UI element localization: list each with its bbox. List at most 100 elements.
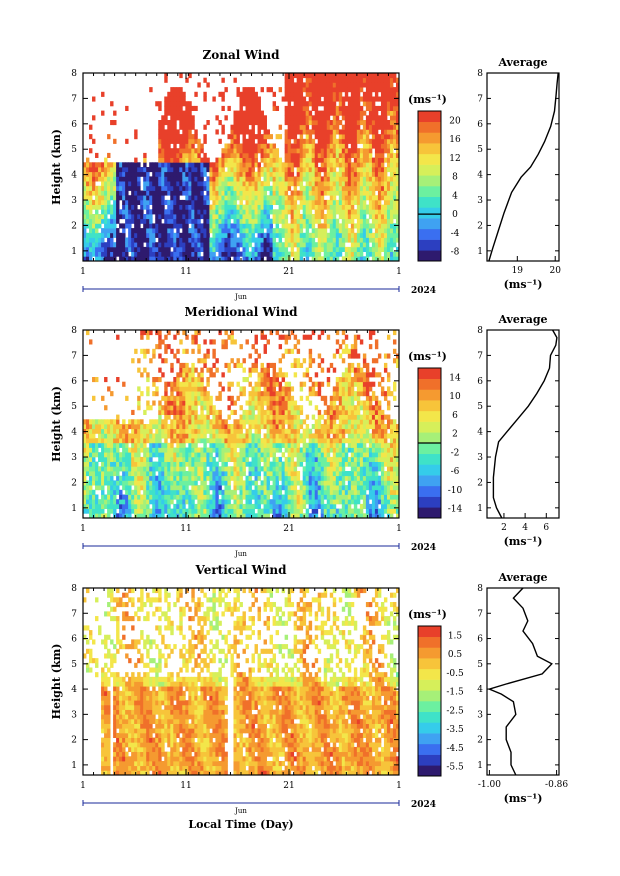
heatmap-cell bbox=[308, 152, 313, 158]
heatmap-cell bbox=[254, 195, 258, 201]
heatmap-cell bbox=[89, 433, 93, 439]
heatmap-cell bbox=[173, 218, 177, 224]
heatmap-cell bbox=[311, 251, 316, 257]
heatmap-cell bbox=[221, 237, 225, 243]
heatmap-cell bbox=[200, 428, 204, 434]
heatmap-cell bbox=[269, 433, 273, 439]
heatmap-cell bbox=[221, 372, 225, 378]
heatmap-cell bbox=[206, 447, 210, 453]
heatmap-cell bbox=[137, 256, 141, 262]
heatmap-cell bbox=[95, 228, 99, 234]
heatmap-cell bbox=[245, 419, 249, 425]
heatmap-cell bbox=[197, 400, 201, 406]
heatmap-cell bbox=[359, 110, 364, 116]
heatmap-cell bbox=[329, 129, 334, 135]
heatmap-cell bbox=[380, 162, 385, 168]
heatmap-cell bbox=[131, 214, 135, 220]
heatmap-cell bbox=[317, 82, 322, 88]
heatmap-cell bbox=[362, 124, 367, 130]
heatmap-cell bbox=[182, 414, 186, 420]
heatmap-cell bbox=[104, 503, 108, 509]
heatmap-cell bbox=[167, 209, 171, 215]
heatmap-cell bbox=[188, 143, 192, 149]
heatmap-cell bbox=[86, 181, 90, 187]
heatmap-cell bbox=[251, 447, 255, 453]
heatmap-cell bbox=[92, 251, 96, 257]
heatmap-cell bbox=[203, 214, 207, 220]
heatmap-cell bbox=[362, 148, 367, 154]
heatmap-cell bbox=[143, 199, 147, 205]
heatmap-cell bbox=[239, 251, 243, 257]
heatmap-cell bbox=[356, 91, 361, 97]
heatmap-cell bbox=[236, 152, 240, 158]
heatmap-cell bbox=[332, 209, 337, 215]
heatmap-cell bbox=[155, 209, 159, 215]
heatmap-cell bbox=[335, 82, 340, 88]
heatmap-cell bbox=[212, 508, 216, 514]
heatmap-cell bbox=[107, 185, 111, 191]
heatmap-cell bbox=[104, 190, 108, 196]
heatmap-cell bbox=[239, 499, 243, 505]
heatmap-cell bbox=[164, 494, 168, 500]
heatmap-cell bbox=[290, 204, 295, 210]
heatmap-cell bbox=[344, 214, 349, 220]
heatmap-cell bbox=[284, 251, 289, 257]
heatmap-cell bbox=[344, 167, 349, 173]
heatmap-cell bbox=[272, 185, 277, 191]
heatmap-cell bbox=[149, 232, 153, 238]
heatmap-cell bbox=[164, 190, 168, 196]
heatmap-cell bbox=[374, 134, 379, 140]
heatmap-cell bbox=[329, 77, 334, 83]
heatmap-cell bbox=[266, 409, 270, 415]
heatmap-cell bbox=[257, 377, 261, 383]
heatmap-cell bbox=[287, 176, 292, 182]
heatmap-cell bbox=[131, 190, 135, 196]
heatmap-cell bbox=[167, 452, 171, 458]
heatmap-cell bbox=[179, 143, 183, 149]
heatmap-cell bbox=[221, 251, 225, 257]
colorbar-segment bbox=[418, 153, 441, 165]
heatmap-cell bbox=[224, 456, 228, 462]
heatmap-cell bbox=[83, 228, 87, 234]
heatmap-cell bbox=[86, 466, 90, 472]
heatmap-cell bbox=[311, 171, 316, 177]
heatmap-cell bbox=[212, 228, 216, 234]
heatmap-cell bbox=[206, 503, 210, 509]
y-tick-label: 1 bbox=[71, 247, 77, 257]
heatmap-cell bbox=[89, 475, 93, 481]
heatmap-cell bbox=[353, 199, 358, 205]
heatmap-cell bbox=[374, 246, 379, 252]
heatmap-cell bbox=[125, 452, 129, 458]
heatmap-cell bbox=[158, 176, 162, 182]
heatmap-cell bbox=[113, 195, 117, 201]
heatmap-cell bbox=[371, 82, 376, 88]
heatmap-cell bbox=[191, 185, 195, 191]
heatmap-cell bbox=[299, 162, 304, 168]
heatmap-cell bbox=[332, 185, 337, 191]
heatmap-cell bbox=[158, 256, 162, 262]
heatmap-cell bbox=[113, 167, 117, 173]
heatmap-cell bbox=[257, 218, 261, 224]
heatmap-cell bbox=[356, 138, 361, 144]
heatmap-cell bbox=[356, 185, 361, 191]
heatmap-cell bbox=[116, 195, 120, 201]
heatmap-cell bbox=[167, 167, 171, 173]
heatmap-cell bbox=[218, 475, 222, 481]
heatmap-cell bbox=[92, 171, 96, 177]
heatmap-cell bbox=[140, 218, 144, 224]
heatmap-cell bbox=[203, 494, 207, 500]
heatmap-cell bbox=[236, 209, 240, 215]
heatmap-cell bbox=[395, 228, 400, 234]
heatmap-cell bbox=[167, 101, 171, 107]
heatmap-cell bbox=[206, 256, 210, 262]
heatmap-cell bbox=[356, 190, 361, 196]
heatmap-cell bbox=[236, 485, 240, 491]
heatmap-cell bbox=[260, 195, 264, 201]
heatmap-cell bbox=[188, 138, 192, 144]
heatmap-cell bbox=[149, 485, 153, 491]
heatmap-cell bbox=[131, 409, 135, 415]
heatmap-cell bbox=[203, 152, 207, 158]
heatmap-cell bbox=[176, 91, 180, 97]
heatmap-cell bbox=[350, 152, 355, 158]
heatmap-cell bbox=[200, 214, 204, 220]
